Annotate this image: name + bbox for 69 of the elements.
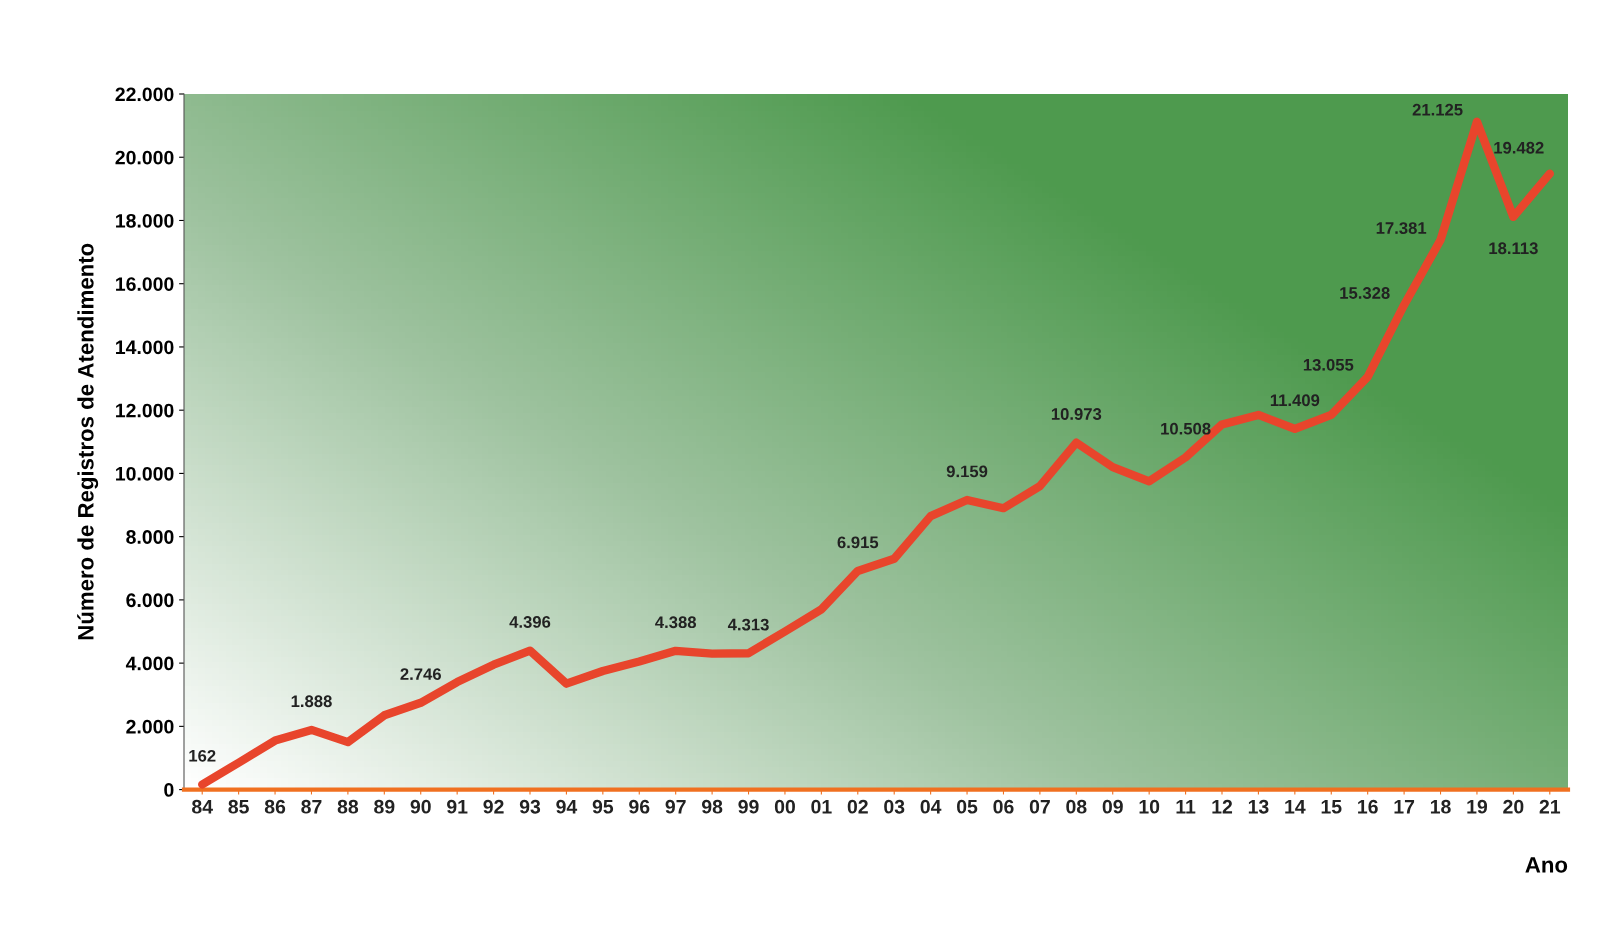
x-tick-label: 11 xyxy=(1176,800,1196,814)
x-tick-label: 87 xyxy=(301,799,322,814)
data-label: 162 xyxy=(189,749,216,762)
data-label: 1.888 xyxy=(291,695,332,708)
y-tick-label: 18.000 xyxy=(116,213,174,228)
data-label: 17.381 xyxy=(1376,222,1427,234)
x-tick-label: 92 xyxy=(483,799,504,814)
x-tick-label: 08 xyxy=(1066,799,1087,814)
x-tick-label: 01 xyxy=(811,799,832,814)
y-tick-label: 8.000 xyxy=(126,530,174,544)
data-label: 18.113 xyxy=(1489,242,1538,255)
data-label: 21.125 xyxy=(1412,103,1463,116)
x-tick-label: 06 xyxy=(993,799,1014,814)
x-tick-label: 90 xyxy=(410,799,431,814)
x-tick-label: 16 xyxy=(1358,799,1378,814)
x-tick-label: 84 xyxy=(192,799,213,814)
y-tick-label: 20.000 xyxy=(115,150,174,165)
x-tick-label: 10 xyxy=(1139,799,1160,814)
data-label: 2.746 xyxy=(400,668,441,681)
y-tick-label: 22.000 xyxy=(115,87,174,102)
data-label: 19.482 xyxy=(1494,141,1544,154)
x-tick-label: 18 xyxy=(1430,799,1451,814)
x-tick-label: 89 xyxy=(374,799,395,814)
y-tick-label: 4.000 xyxy=(125,656,174,671)
x-tick-label: 98 xyxy=(701,799,723,814)
x-tick-label: 99 xyxy=(738,799,759,814)
data-label: 4.388 xyxy=(655,616,697,629)
y-tick-label: 2.000 xyxy=(126,719,174,734)
x-tick-label: 88 xyxy=(337,799,359,814)
y-axis-title: Número de Registros de Atendimento xyxy=(77,243,99,640)
x-axis-title: Ano xyxy=(1525,857,1568,873)
x-tick-label: 13 xyxy=(1248,799,1269,814)
x-tick-label: 17 xyxy=(1394,800,1415,814)
x-tick-label: 04 xyxy=(920,799,942,814)
x-tick-label: 94 xyxy=(556,799,578,814)
data-label: 4.396 xyxy=(509,616,551,628)
x-tick-label: 03 xyxy=(884,799,905,814)
y-tick-label: 10.000 xyxy=(116,466,174,481)
data-label: 9.159 xyxy=(946,465,988,478)
x-tick-label: 07 xyxy=(1029,799,1050,814)
x-tick-label: 91 xyxy=(447,799,468,814)
x-tick-label: 96 xyxy=(629,799,650,814)
y-tick-label: 6.000 xyxy=(126,593,174,608)
x-tick-label: 20 xyxy=(1503,799,1524,814)
x-tick-label: 86 xyxy=(264,799,286,814)
y-tick-label: 0 xyxy=(164,783,174,797)
x-tick-label: 85 xyxy=(228,799,249,814)
x-tick-label: 05 xyxy=(957,799,978,814)
data-label: 6.915 xyxy=(837,536,879,549)
x-tick-label: 19 xyxy=(1467,799,1488,814)
x-tick-label: 02 xyxy=(847,799,868,814)
x-tick-label: 93 xyxy=(519,799,541,814)
data-label: 10.508 xyxy=(1161,422,1211,435)
x-tick-label: 21 xyxy=(1539,799,1561,814)
data-label: 10.973 xyxy=(1051,408,1102,420)
x-tick-label: 12 xyxy=(1212,799,1233,814)
y-tick-label: 16.000 xyxy=(116,277,174,291)
data-label: 11.409 xyxy=(1270,394,1320,407)
x-tick-label: 97 xyxy=(665,799,686,814)
x-tick-label: 14 xyxy=(1285,800,1306,814)
data-label: 13.055 xyxy=(1303,358,1354,371)
x-tick-label: 15 xyxy=(1321,800,1342,814)
x-tick-label: 00 xyxy=(774,799,795,814)
data-label: 15.328 xyxy=(1340,287,1390,299)
y-tick-label: 14.000 xyxy=(116,340,174,355)
x-tick-label: 09 xyxy=(1102,799,1123,814)
y-tick-label: 12.000 xyxy=(116,403,174,418)
data-label: 4.313 xyxy=(727,618,769,631)
x-tick-label: 95 xyxy=(592,799,614,814)
